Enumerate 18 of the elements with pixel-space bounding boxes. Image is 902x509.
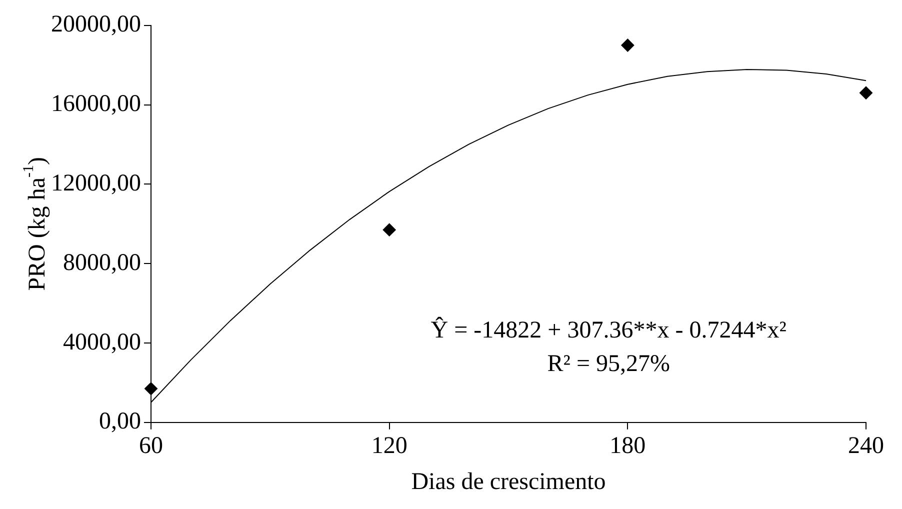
x-tick-label: 120 [371,433,408,460]
y-tick-label: 4000,00 [63,329,141,356]
x-tick-label: 180 [610,433,646,460]
x-tick-label: 60 [139,433,163,460]
point [144,382,158,396]
x-axis-title: Dias de crescimento [411,468,606,495]
y-tick-label: 8000,00 [63,250,141,276]
x-tick-label: 240 [848,433,884,460]
point [382,223,396,236]
y-tick-label: 0,00 [99,408,141,435]
y-axis-title: PRO (kg ha-1) [20,156,50,291]
point [860,86,872,100]
y-tick-label: 16000,00 [51,91,141,118]
annotation: R² = 95,27% [547,351,670,378]
annotation: Ŷ = -14822 + 307.36**x - 0.7244*x² [430,316,786,344]
point [621,38,634,52]
y-tick-label: 20000,00 [51,12,141,38]
y-tick-label: 12000,00 [51,170,141,196]
